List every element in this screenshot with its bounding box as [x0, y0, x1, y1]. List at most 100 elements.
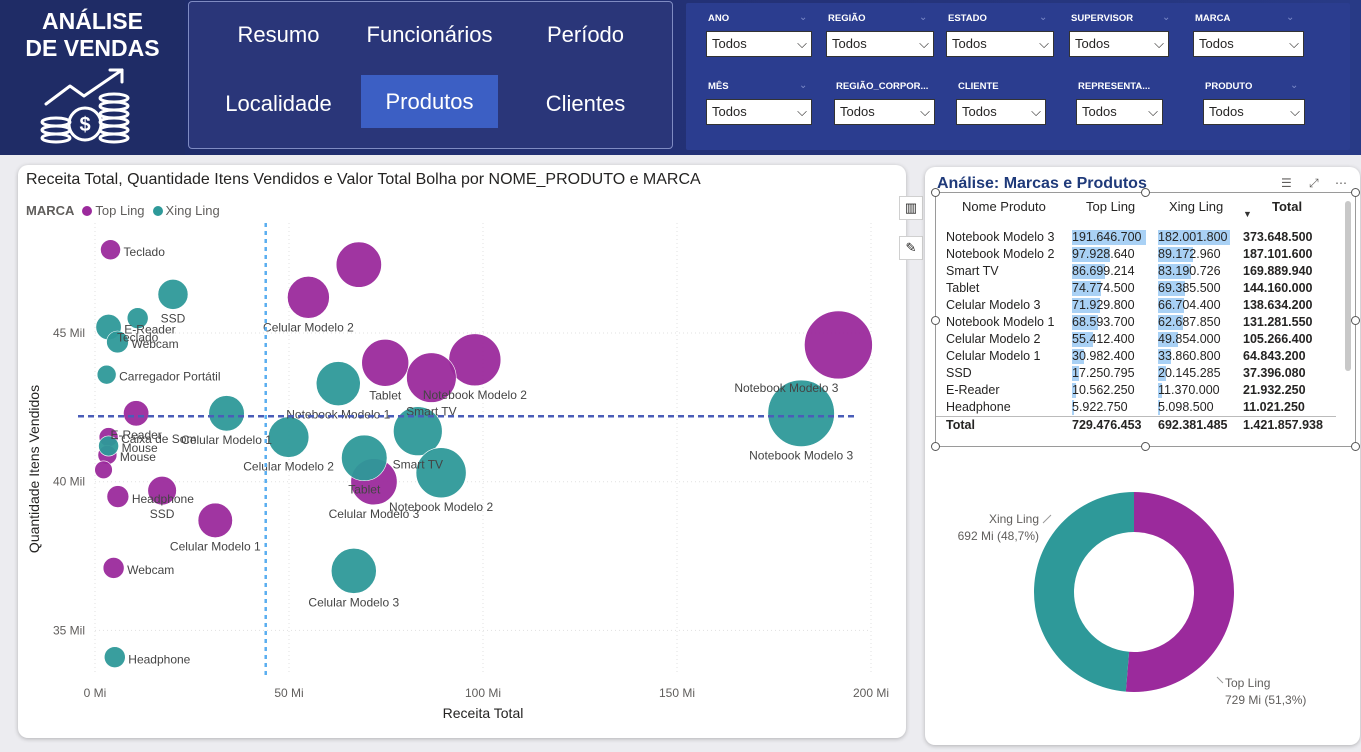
cell-top-ling: 10.562.250: [1072, 383, 1135, 397]
table-body: Notebook Modelo 3 191.646.700 182.001.800 3…: [936, 229, 1336, 415]
table-row[interactable]: Celular Modelo 3 71.929.800 66.704.400 138.…: [936, 297, 1336, 314]
bubble-point: [100, 239, 121, 261]
filter-dropdown[interactable]: Todos ⌵: [706, 31, 812, 57]
matrix-table[interactable]: Nome Produto Top Ling Xing Ling Total ▼ …: [931, 188, 1360, 451]
chevron-down-icon: ⌄: [1162, 12, 1171, 23]
legend-dot-icon: [82, 205, 93, 216]
resize-handle[interactable]: [931, 442, 940, 451]
cell-total: 187.101.600: [1243, 247, 1313, 261]
logo-line-2: DE VENDAS: [25, 35, 160, 61]
chevron-down-icon: ⌵: [920, 104, 930, 119]
x-tick-label: 150 Mi: [659, 686, 695, 700]
table-row[interactable]: E-Reader 10.562.250 11.370.000 21.932.250: [936, 382, 1336, 399]
nav-produtos[interactable]: Produtos: [361, 75, 498, 128]
filter-dropdown[interactable]: Todos ⌵: [706, 99, 812, 125]
bubble-label: Celular Modelo 1: [170, 540, 261, 554]
filter-dropdown[interactable]: Todos ⌵: [1193, 31, 1304, 57]
format-brush-icon[interactable]: ✎: [899, 236, 923, 260]
bubble-label: Celular Modelo 1: [181, 433, 272, 447]
resize-handle[interactable]: [931, 188, 940, 197]
bubble-point: [448, 333, 502, 387]
bubble-label: Celular Modelo 3: [329, 507, 420, 521]
bubble-point: [406, 352, 457, 403]
focus-mode-icon[interactable]: ⤢: [1309, 176, 1319, 190]
table-row[interactable]: Notebook Modelo 3 191.646.700 182.001.800 3…: [936, 229, 1336, 246]
bubble-point: [287, 276, 330, 319]
cell-top-ling: 86.699.214: [1072, 264, 1135, 278]
more-options-icon[interactable]: ⋯: [1335, 176, 1347, 190]
chart-title: Receita Total, Quantidade Itens Vendidos…: [26, 171, 701, 188]
table-row[interactable]: Notebook Modelo 2 97.928.640 89.172.960 187…: [936, 246, 1336, 263]
data-bar: [1158, 400, 1161, 415]
table-row[interactable]: Smart TV 86.699.214 83.190.726 169.889.940: [936, 263, 1336, 280]
nav-localidade[interactable]: Localidade: [225, 90, 332, 116]
slice-value-label: 692 Mi (48,7%): [958, 529, 1039, 543]
data-bar: [1072, 366, 1079, 381]
chevron-down-icon: ⌵: [1290, 104, 1300, 119]
nav-funcionarios[interactable]: Funcionários: [366, 21, 493, 47]
bubble-point: [96, 364, 117, 385]
cell-top-ling: 97.928.640: [1072, 247, 1135, 261]
donut-slice: [1125, 492, 1234, 692]
resize-handle[interactable]: [931, 316, 940, 325]
y-tick-label: 45 Mil: [53, 326, 85, 340]
nav-periodo[interactable]: Período: [546, 21, 625, 47]
page-navigator: Resumo Funcionários Período Localidade P…: [188, 1, 673, 149]
col-header-top-ling[interactable]: Top Ling: [1086, 199, 1136, 214]
table-scrollbar[interactable]: [1345, 201, 1351, 371]
filter-dropdown[interactable]: Todos ⌵: [956, 99, 1046, 125]
col-header-nome-produto[interactable]: Nome Produto: [962, 199, 1046, 214]
bubble-point: [94, 460, 113, 479]
resize-handle[interactable]: [1351, 316, 1360, 325]
brands-products-panel: Análise: Marcas e Produtos ☰ ⤢ ⋯ Nome Pr…: [925, 167, 1360, 745]
slice-value-label: 729 Mi (51,3%): [1225, 693, 1306, 707]
filter-dropdown[interactable]: Todos ⌵: [826, 31, 934, 57]
filter-label: REPRESENTA...: [1078, 81, 1151, 92]
table-row[interactable]: Celular Modelo 2 55.412.400 49.854.000 105.…: [936, 331, 1336, 348]
bubble-label: Notebook Modelo 3: [749, 449, 853, 463]
table-row[interactable]: Celular Modelo 1 30.982.400 33.860.800 64.8…: [936, 348, 1336, 365]
chevron-down-icon: ⌵: [1289, 36, 1299, 51]
data-bar: [1072, 230, 1146, 245]
resize-handle[interactable]: [1351, 442, 1360, 451]
filter-dropdown[interactable]: Todos ⌵: [1076, 99, 1163, 125]
chevron-down-icon: ⌵: [1039, 36, 1049, 51]
table-row[interactable]: Tablet 74.774.500 69.385.500 144.160.000: [936, 280, 1336, 297]
nav-clientes[interactable]: Clientes: [545, 90, 626, 116]
bubble-label: Carregador Portátil: [119, 370, 220, 384]
resize-handle[interactable]: [1141, 442, 1150, 451]
bubble-point: [268, 416, 310, 458]
col-header-xing-ling[interactable]: Xing Ling: [1169, 199, 1224, 214]
y-tick-label: 40 Mil: [53, 475, 85, 489]
col-header-total[interactable]: Total: [1272, 199, 1303, 214]
filter-dropdown[interactable]: Todos ⌵: [1069, 31, 1169, 57]
filter-dropdown[interactable]: Todos ⌵: [1203, 99, 1305, 125]
total-label: Total: [946, 418, 975, 432]
table-row[interactable]: Headphone 5.922.750 5.098.500 11.021.250: [936, 399, 1336, 415]
bubble-label: Webcam: [127, 563, 174, 577]
bubble-label: Celular Modelo 2: [243, 459, 334, 473]
resize-handle[interactable]: [1351, 188, 1360, 197]
slice-name-label: Top Ling: [1225, 676, 1270, 690]
bubble-label: Mouse: [122, 441, 158, 455]
nav-resumo[interactable]: Resumo: [237, 21, 320, 47]
table-row[interactable]: Notebook Modelo 1 68.593.700 62.687.850 131…: [936, 314, 1336, 331]
legend-title: MARCA: [26, 203, 75, 218]
legend-item-top-ling[interactable]: Top Ling: [95, 203, 145, 218]
drill-icon[interactable]: ▥: [899, 196, 923, 220]
chart-legend: MARCA Top Ling Xing Ling: [26, 203, 220, 218]
bubble-point: [335, 241, 382, 288]
cell-product: Notebook Modelo 3: [946, 230, 1055, 244]
filter-dropdown[interactable]: Todos ⌵: [834, 99, 935, 125]
legend-item-xing-ling[interactable]: Xing Ling: [165, 203, 220, 218]
table-row[interactable]: SSD 17.250.795 20.145.285 37.396.080: [936, 365, 1336, 382]
table-title: Análise: Marcas e Produtos: [937, 175, 1147, 192]
filter-dropdown[interactable]: Todos ⌵: [946, 31, 1054, 57]
resize-handle[interactable]: [1141, 188, 1150, 197]
bubble-point: [106, 485, 130, 508]
total-total: 1.421.857.938: [1243, 418, 1323, 432]
data-bar: [1072, 247, 1110, 262]
data-bar: [1072, 383, 1077, 398]
scatter-visual[interactable]: 0 Mi 50 Mi 100 Mi 150 Mi 200 Mi 35 Mil 40 Mil 4…: [18, 165, 906, 738]
filter-icon[interactable]: ☰: [1281, 176, 1292, 190]
